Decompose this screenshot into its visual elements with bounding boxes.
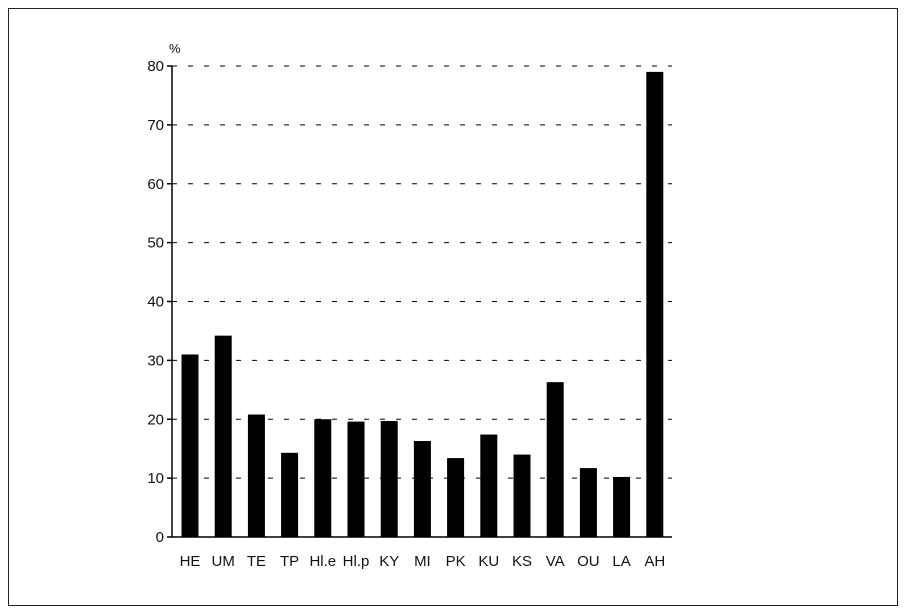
y-tick-label-70: 70 — [147, 117, 164, 134]
bar-MI — [413, 441, 431, 537]
x-label-KY: KY — [379, 553, 399, 570]
y-tick-label-10: 10 — [147, 470, 164, 487]
x-label-Hl.p: Hl.p — [343, 553, 370, 570]
bar-Hl.e — [314, 419, 332, 537]
y-unit-label: % — [169, 41, 181, 56]
gridlines — [172, 65, 672, 479]
x-label-PK: PK — [446, 553, 466, 570]
y-tick-label-30: 30 — [147, 352, 164, 369]
y-tick-labels: 0 10 20 30 40 50 60 70 80 — [147, 58, 172, 546]
bar-TP — [281, 452, 299, 537]
y-tick-label-50: 50 — [147, 235, 164, 252]
bar-AH — [646, 71, 664, 537]
bar-HE — [181, 354, 199, 537]
y-tick-label-20: 20 — [147, 411, 164, 428]
y-tick-label-80: 80 — [147, 58, 164, 75]
bar-TE — [247, 414, 265, 537]
bar-VA — [546, 382, 564, 537]
bar-PK — [447, 458, 465, 537]
y-tick-label-40: 40 — [147, 294, 164, 311]
x-label-VA: VA — [546, 553, 565, 570]
y-tick-label-60: 60 — [147, 176, 164, 193]
x-label-KS: KS — [512, 553, 532, 570]
bar-KY — [380, 421, 398, 537]
x-label-Hl.e: Hl.e — [309, 553, 336, 570]
x-category-labels: HE UM TE TP Hl.e Hl.p KY MI PK KU KS VA OU LA AH — [180, 553, 666, 570]
x-label-MI: MI — [414, 553, 431, 570]
y-tick-label-0: 0 — [156, 529, 164, 546]
bar-LA — [613, 476, 631, 537]
x-label-TP: TP — [280, 553, 299, 570]
x-label-KU: KU — [478, 553, 499, 570]
x-label-LA: LA — [612, 553, 630, 570]
x-label-UM: UM — [212, 553, 235, 570]
bar-KU — [480, 434, 498, 537]
x-label-AH: AH — [644, 553, 665, 570]
bars — [181, 71, 664, 537]
x-label-TE: TE — [247, 553, 266, 570]
bar-UM — [214, 335, 232, 537]
bar-Hl.p — [347, 421, 365, 537]
x-label-HE: HE — [180, 553, 201, 570]
bar-OU — [579, 468, 597, 537]
bar-KS — [513, 454, 531, 537]
x-label-OU: OU — [577, 553, 600, 570]
